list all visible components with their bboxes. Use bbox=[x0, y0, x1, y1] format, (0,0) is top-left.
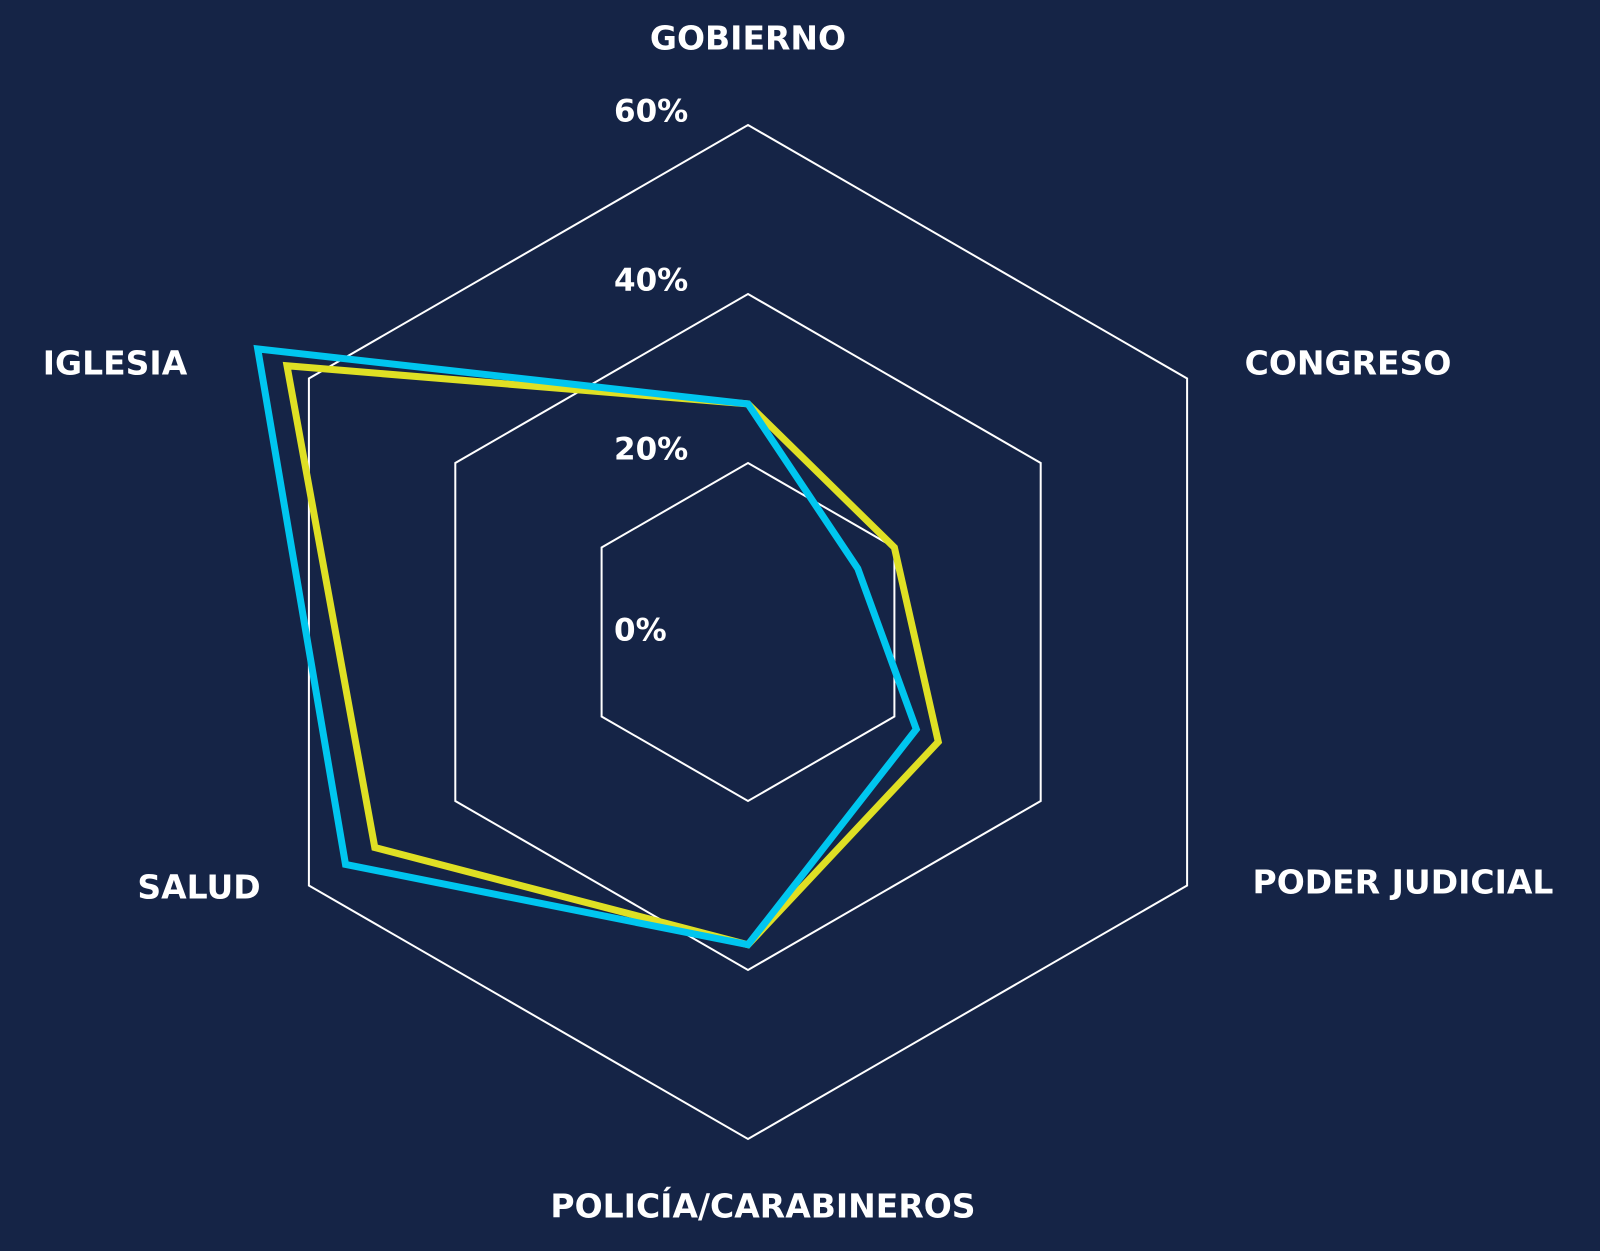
r-tick-label: 60% bbox=[614, 94, 688, 130]
axis-label: SALUD bbox=[137, 868, 260, 907]
r-tick-label: 0% bbox=[614, 613, 667, 649]
axis-label: POLICÍA/CARABINEROS bbox=[550, 1186, 975, 1226]
axis-label: CONGRESO bbox=[1245, 344, 1452, 383]
r-tick-label: 40% bbox=[614, 263, 688, 299]
axis-label: PODER JUDICIAL bbox=[1253, 863, 1554, 902]
grid-ring bbox=[454, 292, 1042, 972]
axis-label: IGLESIA bbox=[43, 344, 188, 383]
grid-ring bbox=[307, 123, 1189, 1141]
series-line bbox=[253, 344, 921, 949]
axis-label: GOBIERNO bbox=[650, 19, 846, 58]
r-tick-label: 20% bbox=[614, 432, 688, 468]
